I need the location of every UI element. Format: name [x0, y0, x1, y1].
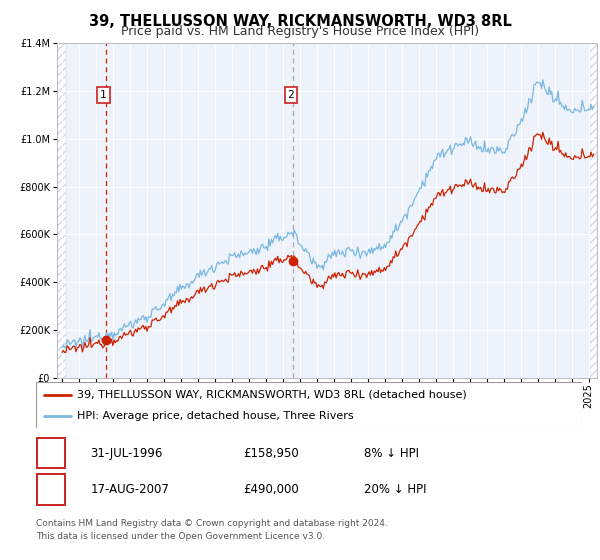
- Text: 39, THELLUSSON WAY, RICKMANSWORTH, WD3 8RL: 39, THELLUSSON WAY, RICKMANSWORTH, WD3 8…: [89, 14, 511, 29]
- Bar: [37, 438, 65, 468]
- Text: 8% ↓ HPI: 8% ↓ HPI: [364, 446, 419, 460]
- Text: 31-JUL-1996: 31-JUL-1996: [91, 446, 163, 460]
- Text: 2: 2: [48, 483, 55, 496]
- Text: £158,950: £158,950: [244, 446, 299, 460]
- Text: Price paid vs. HM Land Registry's House Price Index (HPI): Price paid vs. HM Land Registry's House …: [121, 25, 479, 38]
- Text: £490,000: £490,000: [244, 483, 299, 496]
- Text: 1: 1: [100, 90, 107, 100]
- Text: 17-AUG-2007: 17-AUG-2007: [91, 483, 169, 496]
- Text: HPI: Average price, detached house, Three Rivers: HPI: Average price, detached house, Thre…: [77, 411, 353, 421]
- Text: Contains HM Land Registry data © Crown copyright and database right 2024.
This d: Contains HM Land Registry data © Crown c…: [36, 519, 388, 540]
- Bar: [590, 43, 597, 378]
- Bar: [57, 43, 67, 378]
- Text: 1: 1: [48, 446, 55, 460]
- Text: 20% ↓ HPI: 20% ↓ HPI: [364, 483, 426, 496]
- Text: 39, THELLUSSON WAY, RICKMANSWORTH, WD3 8RL (detached house): 39, THELLUSSON WAY, RICKMANSWORTH, WD3 8…: [77, 390, 467, 400]
- Bar: [37, 474, 65, 505]
- Text: 2: 2: [287, 90, 294, 100]
